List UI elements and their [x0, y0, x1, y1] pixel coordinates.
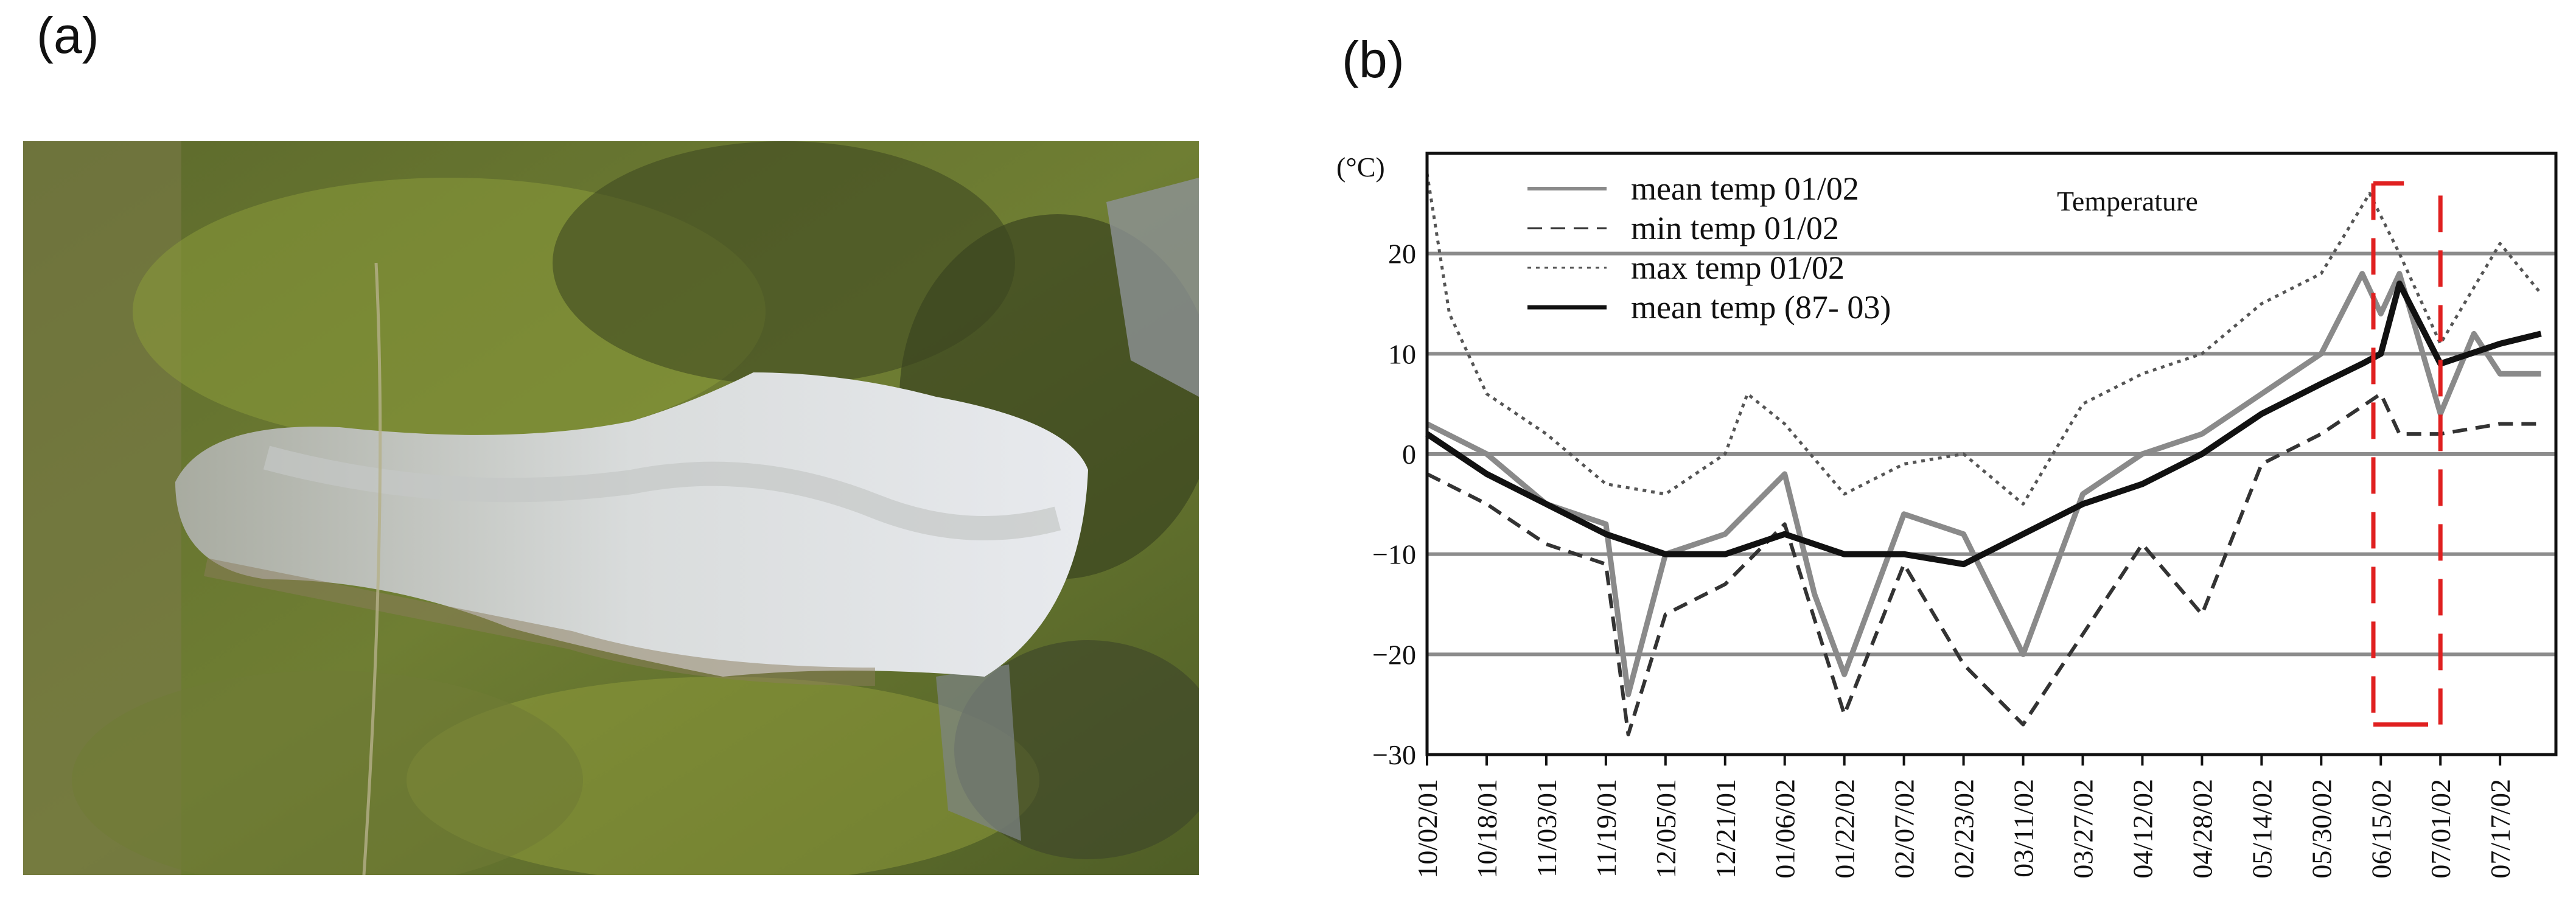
- series-line-solid-gray: [1425, 271, 2541, 697]
- panel-label-b: (b): [1342, 31, 1405, 88]
- x-tick-label: 04/12/02: [2127, 779, 2158, 879]
- x-tick-label: 05/14/02: [2246, 779, 2277, 879]
- x-tick-label: 07/17/02: [2485, 779, 2516, 879]
- panel-label-a: (a): [37, 7, 99, 64]
- x-tick-label: 10/18/01: [1471, 779, 1503, 879]
- x-tick-label: 01/22/02: [1829, 779, 1860, 879]
- legend-label: mean temp (87- 03): [1631, 289, 1891, 326]
- aerial-landslide-photo: [23, 141, 1199, 875]
- y-tick-label: 20: [1388, 239, 1416, 270]
- x-tick-label: 03/27/02: [2067, 779, 2098, 879]
- x-tick-label: 04/28/02: [2187, 779, 2218, 879]
- x-tick-labels: 10/02/01 10/18/01 11/03/01 11/19/01 12/05/01…: [1412, 755, 2516, 879]
- series-line-dashed: [1426, 392, 2541, 737]
- grid-lines: [1427, 251, 2556, 657]
- x-tick-label: 11/19/01: [1591, 779, 1622, 877]
- series-lines: [1425, 173, 2543, 737]
- y-tick-label: 0: [1402, 439, 1416, 470]
- plot-frame: [1425, 152, 2558, 756]
- x-tick-label: 03/11/02: [2008, 779, 2039, 877]
- y-tick-label: −30: [1372, 739, 1416, 770]
- highlight-box: [2371, 181, 2443, 727]
- y-tick-labels: −30 −20 −10 0 10 20: [1372, 239, 1416, 770]
- x-tick-label: 11/03/01: [1531, 779, 1562, 877]
- legend-label: min temp 01/02: [1631, 210, 1839, 246]
- y-tick-label: −10: [1372, 539, 1416, 570]
- series-line-solid-bold: [1425, 281, 2542, 568]
- x-tick-label: 02/23/02: [1949, 779, 1980, 879]
- x-tick-label: 12/05/01: [1650, 779, 1681, 879]
- temperature-annotation: Temperature: [2057, 186, 2198, 217]
- legend-label: max temp 01/02: [1631, 249, 1845, 286]
- y-tick-label: −20: [1372, 639, 1416, 670]
- x-tick-label: 10/02/01: [1412, 779, 1443, 879]
- x-tick-label: 12/21/01: [1710, 779, 1741, 879]
- x-tick-label: 05/30/02: [2306, 779, 2337, 879]
- x-tick-label: 01/06/02: [1770, 779, 1801, 879]
- y-tick-label: 10: [1388, 338, 1416, 369]
- series-line-dotted: [1425, 173, 2543, 506]
- y-axis-label: (°C): [1336, 152, 1385, 183]
- legend-label: mean temp 01/02: [1631, 170, 1859, 207]
- x-tick-label: 07/01/02: [2425, 779, 2456, 879]
- x-tick-label: 02/07/02: [1889, 779, 1920, 879]
- x-tick-label: 06/15/02: [2365, 779, 2396, 879]
